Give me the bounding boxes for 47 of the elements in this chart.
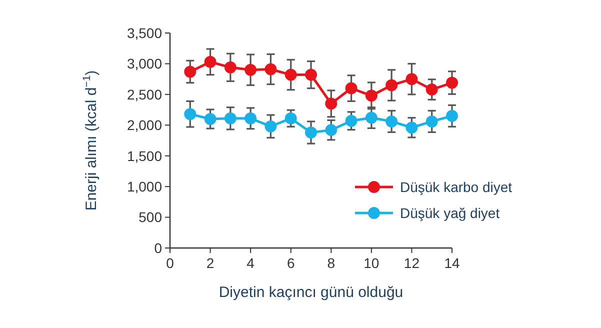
point (244, 64, 257, 76)
x-tick-label: 4 (246, 255, 255, 271)
point (305, 126, 317, 139)
point (305, 68, 317, 81)
legend-label: Düşük yağ diyet (400, 204, 500, 221)
point (386, 79, 398, 92)
point (204, 113, 216, 125)
y-tick-label: 3,500 (126, 24, 162, 41)
point (446, 110, 458, 122)
y-tick-label: 2,000 (126, 117, 162, 134)
point (264, 120, 277, 132)
point (426, 84, 438, 96)
x-tick-label: 2 (206, 255, 214, 271)
point (406, 73, 418, 86)
point (406, 122, 418, 134)
point (244, 112, 257, 124)
y-tick-label: 0 (154, 240, 162, 256)
point (284, 68, 297, 81)
y-tick-label: 3,000 (126, 56, 162, 72)
point (325, 98, 338, 110)
x-tick-label: 6 (286, 255, 295, 271)
x-tick-label: 10 (364, 255, 380, 271)
point (284, 112, 297, 124)
y-tick-label: 1,500 (126, 148, 162, 164)
x-tick-label: 0 (166, 255, 174, 271)
point (184, 108, 196, 120)
point (224, 61, 236, 74)
x-tick-label: 8 (327, 255, 336, 271)
point (446, 76, 458, 89)
point (426, 115, 438, 128)
point (365, 112, 378, 124)
point (264, 63, 277, 76)
point (184, 66, 196, 78)
x-tick-label: 14 (444, 255, 460, 271)
point (345, 82, 358, 94)
legend-label: Düşük karbo diyet (400, 178, 512, 195)
point (224, 112, 236, 124)
point (325, 124, 338, 136)
point (386, 115, 398, 128)
x-tick-label: 12 (404, 255, 420, 271)
x-axis-title: Diyetin kaçıncı günü olduğu (218, 284, 404, 301)
y-tick-label: 2,500 (126, 86, 162, 102)
point (345, 114, 358, 127)
y-tick-label: 500 (138, 209, 162, 226)
point (204, 56, 216, 68)
y-tick-label: 1,000 (126, 178, 162, 194)
point (365, 90, 378, 102)
